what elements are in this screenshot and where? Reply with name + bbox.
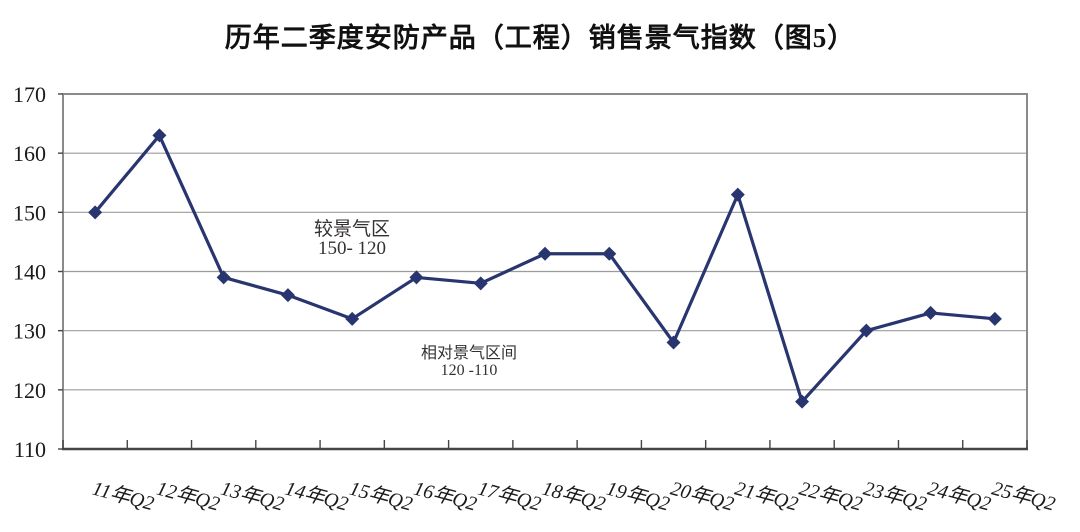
data-point xyxy=(730,187,745,202)
x-tick-label: 14年Q2 xyxy=(283,478,351,516)
x-tick-label: 20年Q2 xyxy=(668,478,736,516)
data-point xyxy=(409,270,424,285)
y-tick-label: 160 xyxy=(13,141,46,166)
x-tick-label: 18年Q2 xyxy=(540,478,608,516)
data-point xyxy=(152,128,167,143)
y-tick-label: 140 xyxy=(13,260,46,285)
x-tick-label: 12年Q2 xyxy=(154,478,222,516)
x-tick-label: 21年Q2 xyxy=(733,478,801,516)
data-point xyxy=(280,288,295,303)
x-tick-label: 22年Q2 xyxy=(797,478,865,516)
data-point xyxy=(345,311,360,326)
chart-title: 历年二季度安防产品（工程）销售景气指数（图5） xyxy=(224,23,856,53)
x-tick-label: 16年Q2 xyxy=(411,478,479,516)
annotation-relative-zone: 相对景气区间 120 -110 xyxy=(417,345,521,379)
y-tick-label: 120 xyxy=(13,378,46,403)
annotation-zone-label: 相对景气区间 xyxy=(420,345,517,362)
x-tick-label: 17年Q2 xyxy=(475,478,543,516)
y-tick-label: 110 xyxy=(14,437,46,462)
data-point xyxy=(987,311,1002,326)
annotation-zone-range: 150- 120 xyxy=(317,238,387,259)
data-point xyxy=(923,305,938,320)
x-tick-label: 23年Q2 xyxy=(861,478,929,516)
y-tick-label: 150 xyxy=(13,200,46,225)
x-tick-label: 24年Q2 xyxy=(925,478,993,516)
x-tick-label: 13年Q2 xyxy=(218,478,286,516)
data-point xyxy=(602,246,617,261)
data-point xyxy=(795,394,810,409)
data-point xyxy=(859,323,874,338)
series-line xyxy=(93,133,996,404)
y-tick-label: 170 xyxy=(13,82,46,107)
x-tick-label: 15年Q2 xyxy=(347,478,415,516)
x-tick-label: 19年Q2 xyxy=(604,478,672,516)
data-point xyxy=(216,270,231,285)
annotation-zone-label: 较景气区 xyxy=(313,219,390,240)
x-tick-label: 11年Q2 xyxy=(90,478,157,516)
x-tick-label: 25年Q2 xyxy=(990,478,1058,516)
data-point xyxy=(538,246,552,261)
annotation-zone-range: 120 -110 xyxy=(440,362,498,379)
data-point xyxy=(666,335,681,350)
data-point xyxy=(88,205,103,220)
y-tick-label: 130 xyxy=(13,319,46,344)
annotation-prosperous-zone: 较景气区 150- 120 xyxy=(290,220,414,258)
data-point xyxy=(473,276,488,291)
